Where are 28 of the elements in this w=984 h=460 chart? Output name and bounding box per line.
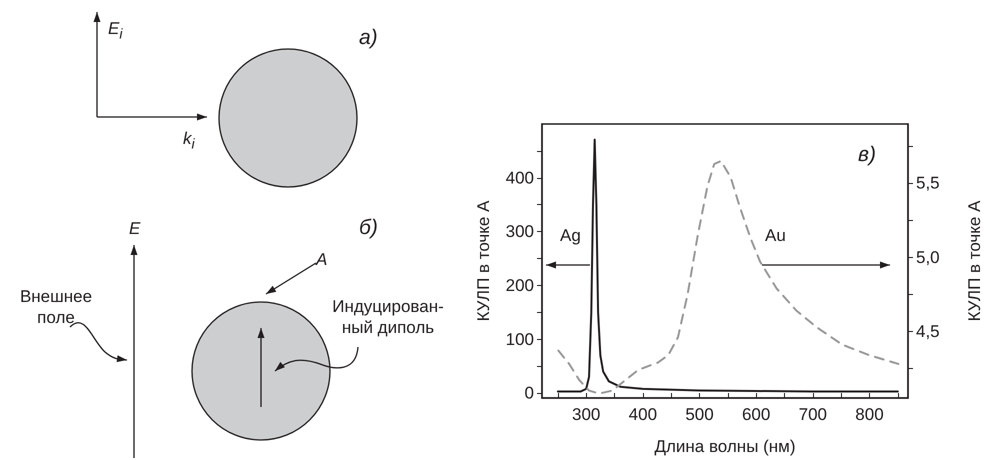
text: E xyxy=(129,218,140,239)
x-tick-label: 400 xyxy=(628,405,658,424)
text: а) xyxy=(359,26,378,49)
x-axis-title: Длина волны (нм) xyxy=(654,437,796,456)
y2-tick-label: 5,5 xyxy=(916,174,940,193)
y2-tick-label: 5,0 xyxy=(916,248,940,267)
x-tick-label: 300 xyxy=(572,405,600,424)
text: A xyxy=(316,249,328,270)
y-tick-label: 200 xyxy=(506,276,534,295)
x-tick-label: 500 xyxy=(685,405,714,424)
text: б) xyxy=(359,216,378,239)
x-tick-label: 800 xyxy=(855,405,884,424)
y2-axis-title: КУЛП в точке А xyxy=(965,200,984,322)
x-tick-label: 600 xyxy=(742,405,770,424)
text: Индуцирован-ный диполь xyxy=(331,296,445,338)
text: E$_{i}$ xyxy=(108,18,122,44)
y-tick-label: 0 xyxy=(524,384,534,403)
series-label: Ag xyxy=(560,225,581,246)
y-tick-label: 400 xyxy=(506,168,534,188)
annotation: в) xyxy=(858,143,876,166)
text: k$_{i}$ xyxy=(183,128,195,154)
text: Внешнее поле xyxy=(18,286,94,328)
x-tick-label: 700 xyxy=(798,405,828,424)
y-tick-label: 300 xyxy=(506,222,534,242)
y2-tick-label: 4,5 xyxy=(916,322,940,341)
y-tick-label: 100 xyxy=(506,330,534,349)
series-label: Au xyxy=(765,225,786,246)
y-axis-title: КУЛП в точке А xyxy=(474,200,493,322)
